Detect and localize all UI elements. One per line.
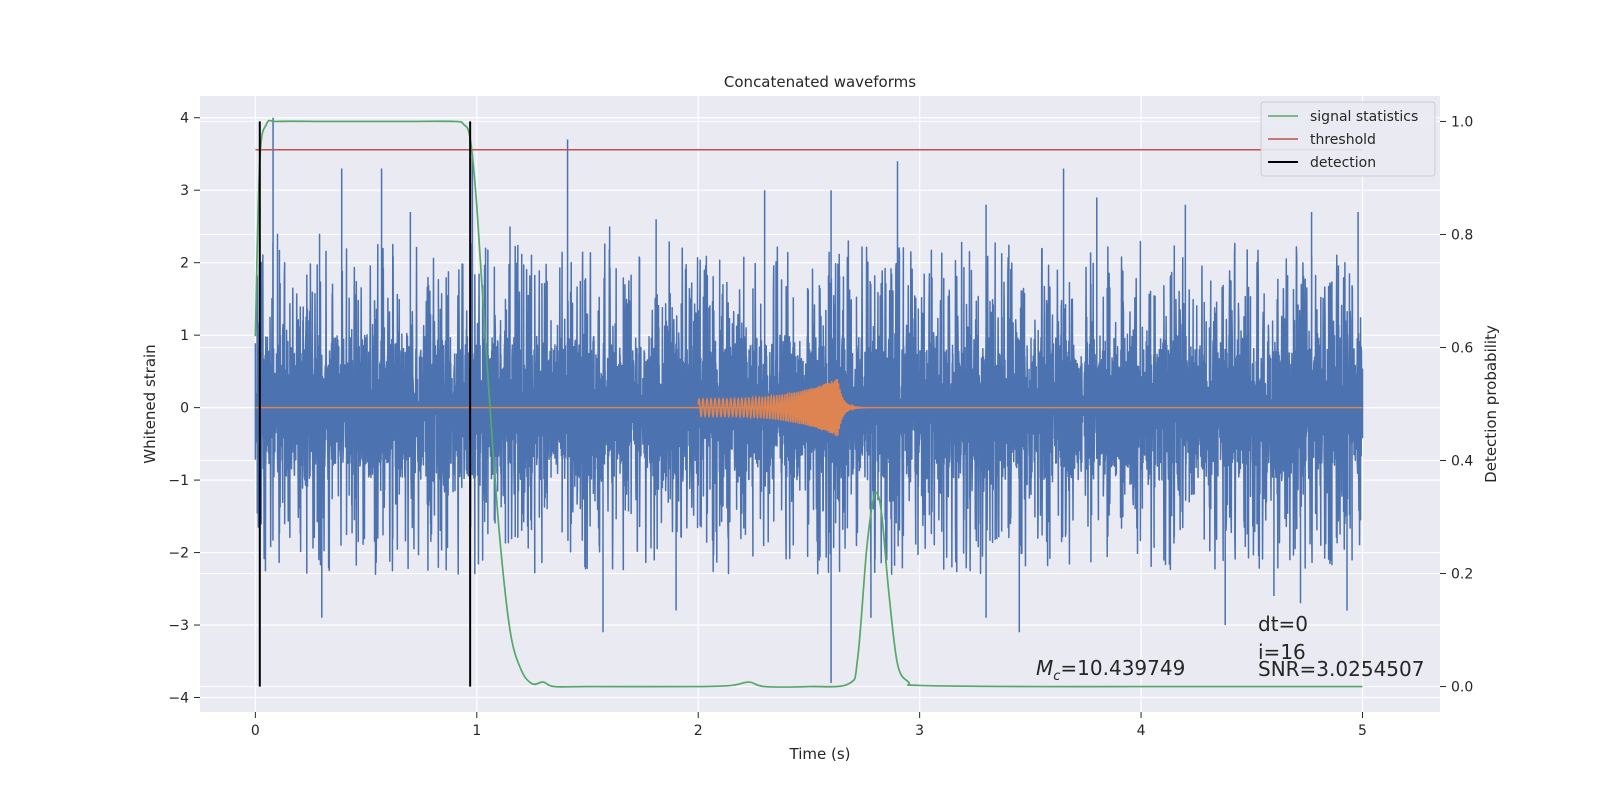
series-signal-statistics-line (254, 119, 1363, 688)
y-left-tick-label: −3 (168, 618, 189, 634)
y-left-tick-label: 2 (180, 256, 189, 272)
annotation-chirp-mass: Mc=10.439749 (1036, 656, 1185, 684)
y-left-tick-label: 1 (180, 328, 189, 344)
legend-label-signal-statistics: signal statistics (1310, 109, 1418, 125)
x-tick-label: 2 (694, 723, 703, 739)
y-left-tick-label: 3 (180, 183, 189, 199)
x-tick-label: 0 (251, 723, 260, 739)
x-tick-label: 5 (1358, 723, 1367, 739)
legend-box (1260, 101, 1436, 177)
y-axis-label-right: Detection probability (1482, 325, 1500, 483)
y-right-tick-label: 0.8 (1451, 227, 1473, 243)
legend-label-detection: detection (1310, 155, 1376, 171)
y-right-tick-label: 0.0 (1451, 680, 1473, 696)
x-axis-label: Time (s) (789, 745, 851, 763)
y-right-tick-label: 0.4 (1451, 454, 1473, 470)
chart-title: Concatenated waveforms (724, 73, 916, 91)
y-left-tick-label: 0 (180, 401, 189, 417)
series-group (254, 117, 1364, 688)
x-tick-label: 1 (472, 723, 481, 739)
legend: signal statistics threshold detection (1260, 101, 1436, 177)
y-right-tick-label: 0.6 (1451, 340, 1473, 356)
y-right-tick-label: 1.0 (1451, 114, 1473, 130)
series-waveform-line (255, 379, 1363, 437)
annotation-snr: SNR=3.0254507 (1258, 657, 1424, 681)
x-tick-label: 3 (915, 723, 924, 739)
y-axis-label-left: Whitened strain (141, 344, 159, 463)
y-left-tick-label: −4 (168, 691, 189, 707)
y-left-tick-label: −2 (168, 546, 189, 562)
ticks: 0 1 2 3 4 5 4 3 2 1 0 −1 −2 −3 −4 1.0 0.8 0.6 0.4 0.2 0.0 (168, 111, 1473, 739)
annotation-i: i=16 (1258, 640, 1306, 664)
y-right-tick-label: 0.2 (1451, 567, 1473, 583)
annotation-dt: dt=0 (1258, 612, 1308, 636)
x-tick-label: 4 (1137, 723, 1146, 739)
legend-label-threshold: threshold (1310, 132, 1376, 148)
y-left-tick-label: 4 (180, 111, 189, 127)
y-left-tick-label: −1 (168, 473, 189, 489)
